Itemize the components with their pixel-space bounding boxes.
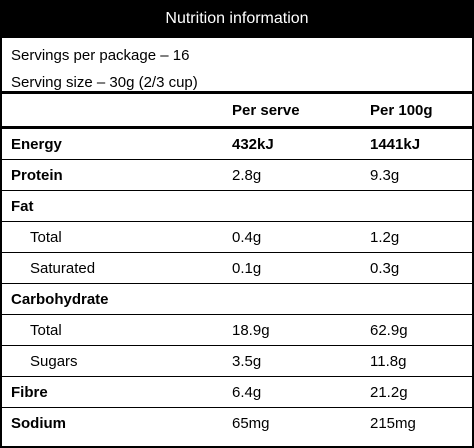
table-row: Saturated 0.1g 0.3g [2,253,472,284]
column-header: Per 100g [370,101,433,119]
row-label: Sugars [30,352,78,370]
cell-value: 18.9g [232,321,270,339]
cell-value: 6.4g [232,383,262,401]
row-label: Fibre [11,383,48,401]
cell-value: 0.4g [232,228,262,246]
column-header: Per serve [232,101,300,119]
table-row: Sodium 65mg 215mg [2,408,472,439]
servings-line: Serving size – 30g (2/3 cup) [11,74,198,91]
title: Nutrition information [165,10,309,27]
table-row: Fibre 6.4g 21.2g [2,377,472,408]
cell-value: 11.8g [370,352,407,370]
row-label: Carbohydrate [11,290,109,308]
row-label: Energy [11,135,62,153]
row-label: Sodium [11,415,66,432]
cell-value: 9.3g [370,166,400,184]
cell-value: 65mg [232,415,270,432]
cell-value: 215mg [370,415,416,432]
table-row: Sugars 3.5g 11.8g [2,346,472,377]
cell-value: 21.2g [370,383,408,401]
row-label: Protein [11,166,63,184]
table-row: Carbohydrate [2,284,472,315]
row-label: Fat [11,197,34,215]
cell-value: 1441kJ [370,135,421,153]
row-label: Total [30,321,62,339]
table-row: Protein 2.8g 9.3g [2,160,472,191]
title-bar: Nutrition information [2,0,472,38]
table-row: Total 18.9g 62.9g [2,315,472,346]
table-row: Fat [2,191,472,222]
cell-value: 62.9g [370,321,408,339]
row-label: Total [30,228,62,246]
table-row: Total 0.4g 1.2g [2,222,472,253]
cell-value: 3.5g [232,352,262,370]
cell-value: 432kJ [232,135,274,153]
cell-value: 0.1g [232,259,262,277]
table-row: Energy 432kJ 1441kJ [2,129,472,160]
row-label: Saturated [30,259,96,277]
cell-value: 1.2g [370,228,400,246]
cell-value: 2.8g [232,166,262,184]
servings-line: Servings per package – 16 [11,47,190,64]
header-row: Per serve Per 100g [2,94,472,129]
servings-box: Servings per package – 16 Serving size –… [2,38,472,94]
nutrition-table: Per serve Per 100g Energy 432kJ 1441kJ Prot… [2,94,472,439]
cell-value: 0.3g [370,259,400,277]
